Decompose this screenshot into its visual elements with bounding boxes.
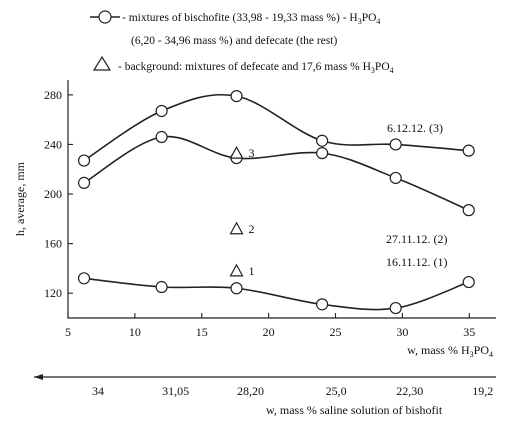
background-point: [229, 221, 244, 235]
series-point: [389, 301, 402, 315]
series-label-1: 16.11.12. (1): [386, 255, 448, 269]
x-tick-label: 30: [396, 325, 408, 339]
series-point: [389, 171, 402, 185]
background-point-label: 1: [249, 264, 255, 278]
legend-triangle-text: - background: mixtures of defecate and 1…: [118, 61, 394, 75]
secondary-tick-label: 22,30: [396, 384, 423, 398]
axes-frame: [67, 80, 496, 319]
x-axis-title: w, mass % H3PO4: [407, 343, 493, 359]
y-tick-label: 200: [44, 187, 62, 201]
x-tick-label: 25: [330, 325, 342, 339]
legend-triangle-marker: [92, 55, 112, 71]
secondary-tick-label: 25,0: [326, 384, 347, 398]
secondary-axis: 34 31,05 28,20 25,0 22,30 19,2 w, mass % sali…: [34, 374, 496, 417]
series-point: [462, 204, 475, 217]
legend-circle-marker: [98, 10, 112, 24]
x-ticks: 5 10 15 20 25 30 35: [65, 313, 475, 339]
series-point: [316, 134, 329, 147]
x-tick-label: 15: [196, 325, 208, 339]
y-axis-title: h, average, mm: [13, 161, 27, 236]
secondary-axis-ticks: 34 31,05 28,20 25,0 22,30 19,2: [92, 384, 493, 398]
y-tick-label: 120: [44, 286, 62, 300]
background-point-label: 2: [249, 222, 255, 236]
series-point: [155, 280, 168, 294]
series-layer: [77, 90, 475, 315]
series-label-3: 6.12.12. (3): [387, 121, 443, 135]
series-point: [230, 282, 243, 295]
background-point: [229, 263, 244, 277]
secondary-tick-label: 19,2: [472, 384, 493, 398]
series-point: [462, 144, 475, 157]
secondary-axis-title: w, mass % saline solution of bishofit: [266, 403, 443, 417]
series-point: [155, 130, 168, 144]
y-tick-label: 240: [44, 137, 62, 151]
background-point-label: 3: [249, 146, 255, 160]
series-point: [155, 104, 168, 118]
y-tick-label: 160: [44, 237, 62, 251]
background-point: [229, 145, 244, 159]
series-line-1: [83, 135, 470, 211]
x-tick-label: 20: [263, 325, 275, 339]
y-ticks: 120 160 200 240 280: [44, 88, 73, 300]
series-line-2: [83, 277, 469, 311]
secondary-axis-arrow: [34, 374, 43, 380]
series-label-2: 27.11.12. (2): [386, 232, 448, 246]
x-tick-label: 5: [65, 325, 71, 339]
background-points: 3 2 1: [229, 145, 255, 278]
series-point: [316, 147, 329, 160]
axes: 120 160 200 240 280 5 10 15 20 25 30 35 h, average…: [13, 80, 496, 359]
y-tick-label: 280: [44, 88, 62, 102]
secondary-tick-label: 28,20: [237, 384, 264, 398]
secondary-tick-label: 31,05: [162, 384, 189, 398]
series-point: [316, 298, 329, 311]
secondary-tick-label: 34: [92, 384, 104, 398]
legend: - mixtures of bischofite (33,98 - 19,33 …: [90, 10, 394, 75]
x-tick-label: 35: [463, 325, 475, 339]
legend-circle-text: - mixtures of bischofite (33,98 - 19,33 …: [122, 12, 380, 26]
series-point: [230, 90, 243, 103]
series-point: [77, 154, 91, 167]
series-point: [462, 275, 475, 289]
legend-circle-text-2: (6,20 - 34,96 mass %) and defecate (the …: [131, 35, 337, 47]
series-point: [77, 176, 91, 189]
series-point: [77, 272, 91, 285]
series-point: [389, 138, 402, 151]
x-tick-label: 10: [129, 325, 141, 339]
